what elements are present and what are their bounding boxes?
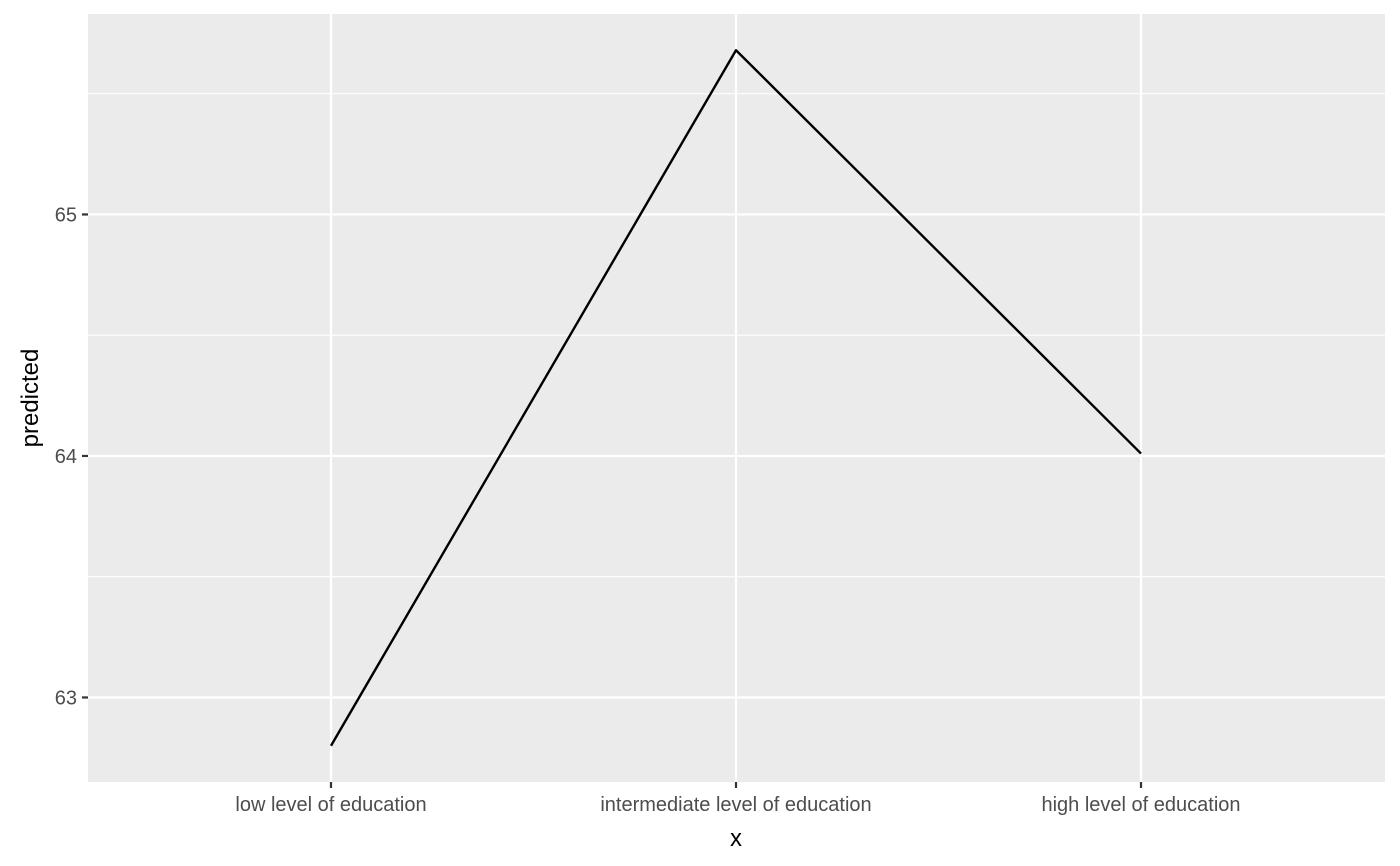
y-tick-label: 64 — [55, 446, 77, 468]
y-tick-label: 65 — [55, 204, 77, 226]
x-tick-label: intermediate level of education — [600, 794, 871, 816]
y-axis-title: predicted — [17, 349, 44, 448]
x-axis-title: x — [730, 825, 742, 852]
major-gridlines — [88, 14, 1385, 782]
y-axis: 63 64 65 — [55, 204, 88, 709]
x-tick-label: high level of education — [1041, 794, 1240, 816]
series-line — [329, 49, 1142, 747]
y-tick-label: 63 — [55, 687, 77, 709]
x-axis: low level of education intermediate level… — [235, 782, 1241, 816]
series-layer — [329, 49, 1142, 747]
x-tick-label: low level of education — [235, 794, 426, 816]
